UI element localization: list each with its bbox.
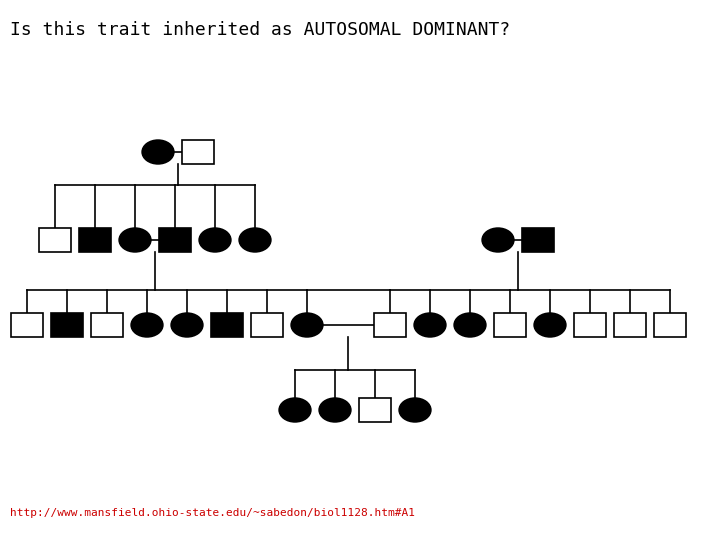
Bar [614,313,646,337]
Bar [374,313,406,337]
Bar [211,313,243,337]
Bar [51,313,83,337]
Bar [91,313,123,337]
Circle shape [119,228,151,252]
Circle shape [142,140,174,164]
Bar [79,228,111,252]
Bar [159,228,191,252]
Bar [494,313,526,337]
Circle shape [291,313,323,337]
Bar [359,398,391,422]
Bar [251,313,283,337]
Circle shape [534,313,566,337]
Circle shape [199,228,231,252]
Circle shape [279,398,311,422]
Bar [12,313,43,337]
Circle shape [239,228,271,252]
Bar [654,313,686,337]
Text: Is this trait inherited as AUTOSOMAL DOMINANT?: Is this trait inherited as AUTOSOMAL DOM… [10,21,510,38]
Circle shape [454,313,486,337]
Circle shape [171,313,203,337]
Circle shape [319,398,351,422]
Circle shape [482,228,514,252]
Bar [182,140,214,164]
Bar [574,313,606,337]
Circle shape [414,313,446,337]
Text: http://www.mansfield.ohio-state.edu/~sabedon/biol1128.htm#A1: http://www.mansfield.ohio-state.edu/~sab… [10,508,415,518]
Bar [39,228,71,252]
Circle shape [131,313,163,337]
Circle shape [399,398,431,422]
Bar [522,228,554,252]
